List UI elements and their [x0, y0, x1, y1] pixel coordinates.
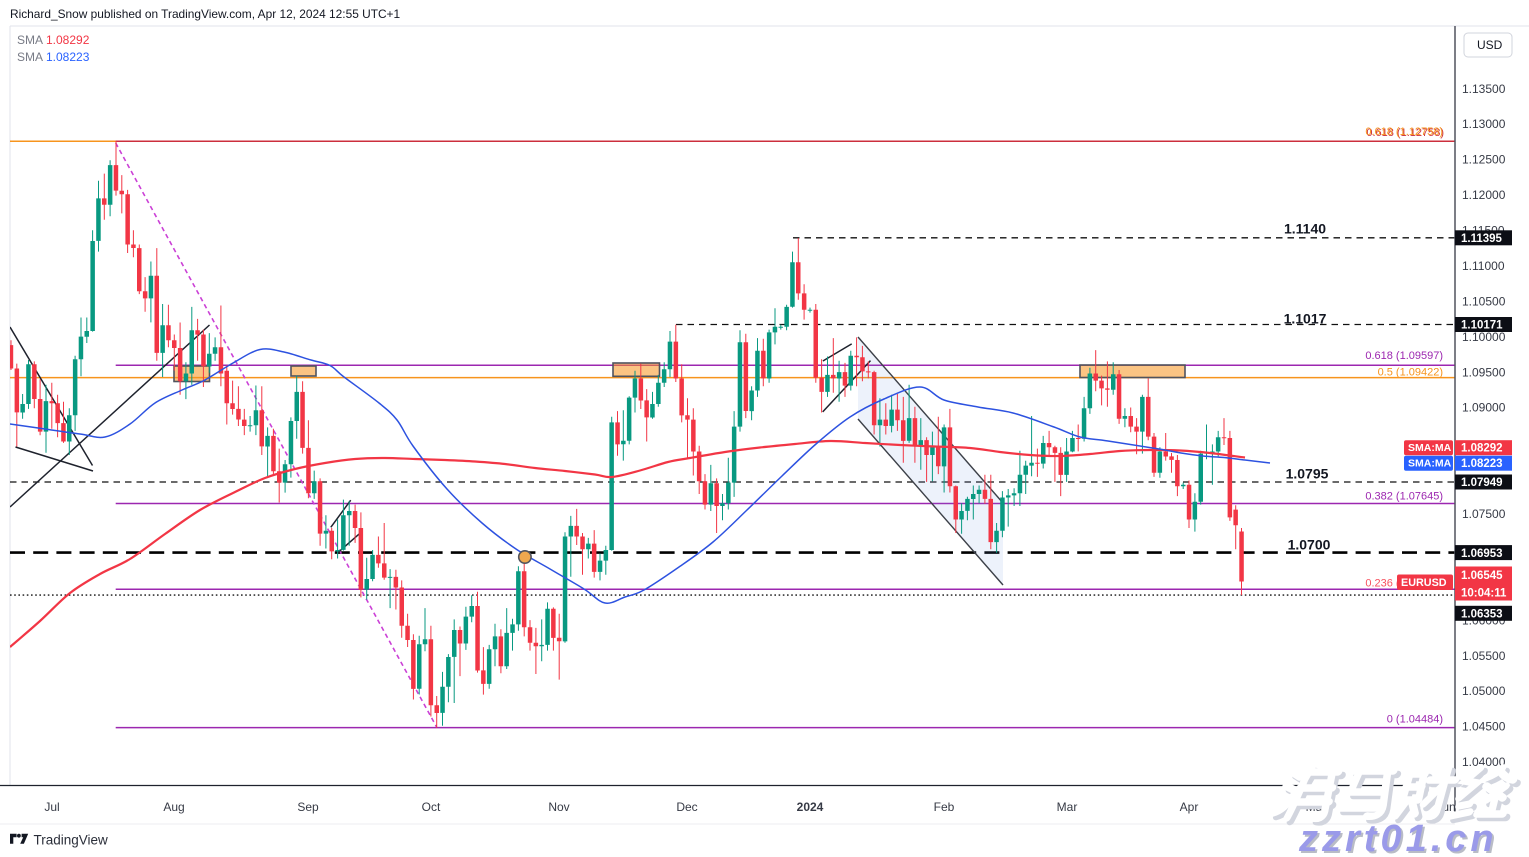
svg-text:Feb: Feb [934, 800, 955, 814]
svg-text:1.07500: 1.07500 [1462, 507, 1506, 521]
svg-text:1.0700: 1.0700 [1288, 537, 1331, 553]
svg-text:1.05000: 1.05000 [1462, 684, 1506, 698]
svg-text:SMA:MA: SMA:MA [1408, 458, 1452, 470]
svg-text:1.04500: 1.04500 [1462, 720, 1506, 734]
svg-text:Aug: Aug [163, 800, 184, 814]
svg-text:Jul: Jul [44, 800, 59, 814]
svg-text:1.0795: 1.0795 [1286, 466, 1329, 482]
svg-text:1.1140: 1.1140 [1284, 221, 1326, 237]
svg-text:TradingView: TradingView [34, 833, 109, 848]
svg-text:1.11395: 1.11395 [1461, 233, 1503, 245]
svg-text:1.12500: 1.12500 [1462, 153, 1506, 167]
svg-text:0.618 (1.12758): 0.618 (1.12758) [1366, 127, 1444, 139]
svg-text:1.1017: 1.1017 [1284, 311, 1327, 327]
svg-text:Apr: Apr [1180, 800, 1199, 814]
svg-text:1.06953: 1.06953 [1461, 548, 1503, 560]
svg-text:Mar: Mar [1057, 800, 1078, 814]
svg-text:1.09000: 1.09000 [1462, 401, 1506, 415]
svg-text:1.12000: 1.12000 [1462, 188, 1506, 202]
svg-text:1.09500: 1.09500 [1462, 365, 1506, 379]
svg-text:0.5 (1.09422): 0.5 (1.09422) [1378, 367, 1443, 379]
svg-text:1.08223: 1.08223 [1461, 458, 1503, 470]
svg-text:Richard_Snow published on Trad: Richard_Snow published on TradingView.co… [10, 7, 400, 21]
svg-text:SMA: SMA [17, 33, 43, 47]
svg-text:0.382 (1.07645): 0.382 (1.07645) [1365, 491, 1443, 503]
svg-text:Oct: Oct [422, 800, 441, 814]
svg-text:Nov: Nov [548, 800, 569, 814]
svg-text:zzrt01.cn: zzrt01.cn [1300, 820, 1500, 857]
svg-text:zzrt01.cn: zzrt01.cn [1298, 818, 1498, 857]
svg-text:1.10171: 1.10171 [1461, 320, 1503, 332]
svg-text:1.10500: 1.10500 [1462, 294, 1506, 308]
svg-text:1.13500: 1.13500 [1462, 82, 1506, 96]
svg-text:Dec: Dec [676, 800, 697, 814]
svg-text:0 (1.04484): 0 (1.04484) [1387, 714, 1443, 726]
svg-text:1.11000: 1.11000 [1462, 259, 1505, 273]
svg-text:1.06545: 1.06545 [1461, 570, 1503, 582]
svg-text:1.06353: 1.06353 [1461, 609, 1503, 621]
svg-text:1.08292: 1.08292 [46, 33, 90, 47]
svg-text:USD: USD [1477, 38, 1503, 52]
svg-text:SMA:MA: SMA:MA [1408, 442, 1452, 454]
svg-text:EURUSD: EURUSD [1401, 577, 1447, 589]
svg-text:1.08292: 1.08292 [1461, 443, 1503, 455]
svg-text:1.13000: 1.13000 [1462, 117, 1506, 131]
svg-text:SMA: SMA [17, 50, 43, 64]
svg-text:Sep: Sep [297, 800, 319, 814]
svg-text:1.10000: 1.10000 [1462, 330, 1506, 344]
svg-text:1.07949: 1.07949 [1461, 477, 1503, 489]
svg-text:10:04:11: 10:04:11 [1461, 587, 1507, 599]
svg-text:2024: 2024 [797, 800, 824, 814]
svg-text:1.05500: 1.05500 [1462, 649, 1506, 663]
svg-text:0.618 (1.09597): 0.618 (1.09597) [1365, 350, 1443, 362]
svg-text:1.08223: 1.08223 [46, 50, 90, 64]
svg-text:0.618 (1.12758): 0.618 (1.12758) [1365, 126, 1443, 138]
svg-text:1.04000: 1.04000 [1462, 755, 1506, 769]
